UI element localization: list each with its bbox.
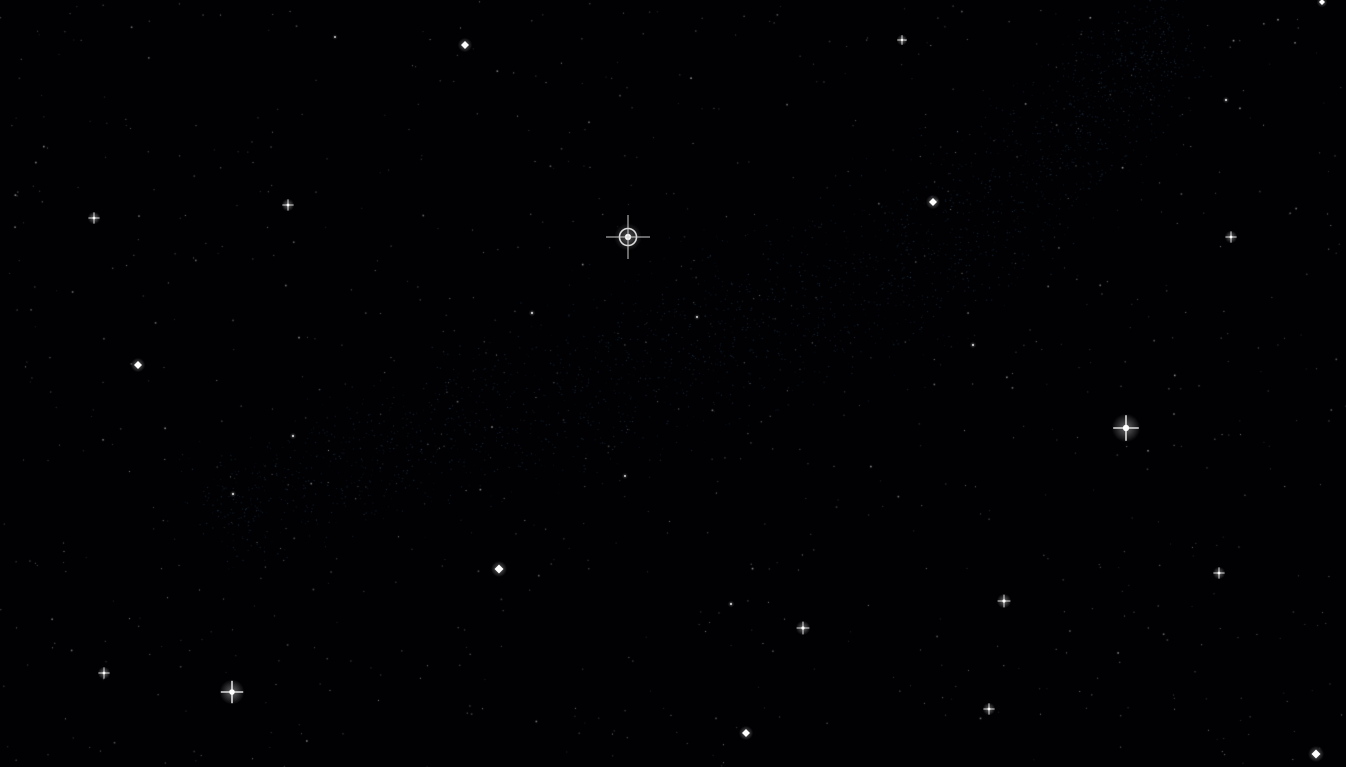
- star: [969, 341, 977, 349]
- star: [97, 666, 111, 680]
- star: [219, 679, 245, 705]
- star: [1111, 413, 1141, 443]
- star: [1316, 0, 1328, 8]
- star: [289, 432, 297, 440]
- star: [621, 472, 629, 480]
- star: [457, 37, 473, 53]
- star: [528, 309, 536, 317]
- star: [795, 620, 811, 636]
- star: [87, 211, 101, 225]
- star: [727, 600, 735, 608]
- star: [925, 194, 941, 210]
- star: [490, 560, 508, 578]
- star: [1222, 96, 1230, 104]
- star: [738, 725, 754, 741]
- star: [996, 593, 1012, 609]
- star: [1224, 230, 1238, 244]
- star: [281, 198, 295, 212]
- star: [693, 313, 701, 321]
- star: [982, 702, 996, 716]
- star: [229, 490, 237, 498]
- star: [332, 34, 338, 40]
- star: [130, 357, 146, 373]
- target-star-marker[interactable]: [606, 215, 650, 259]
- star: [1307, 745, 1325, 763]
- star: [896, 34, 908, 46]
- star: [1212, 566, 1226, 580]
